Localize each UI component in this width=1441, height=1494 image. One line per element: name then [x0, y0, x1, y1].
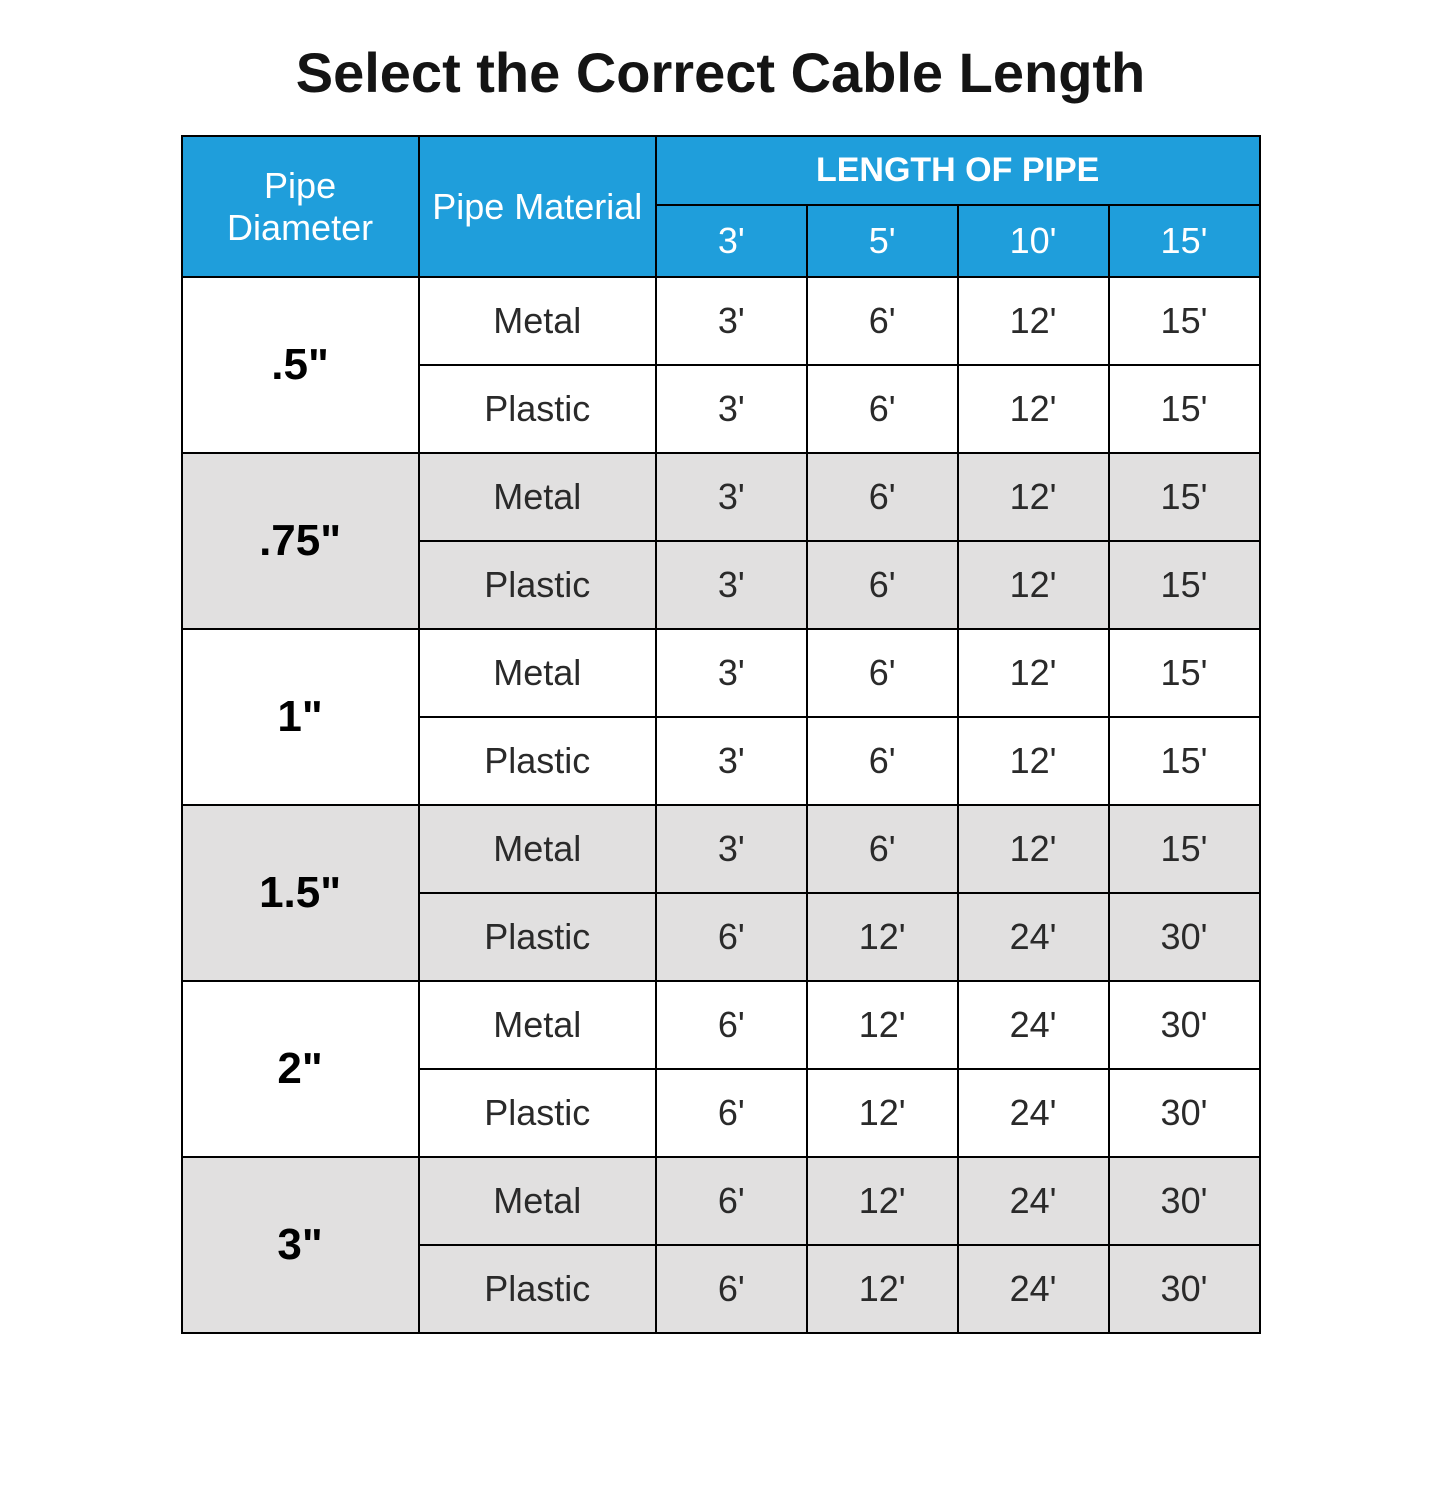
- value-cell: 30': [1109, 981, 1260, 1069]
- value-cell: 3': [656, 629, 807, 717]
- material-cell: Metal: [419, 981, 656, 1069]
- material-cell: Plastic: [419, 541, 656, 629]
- value-cell: 12': [958, 541, 1109, 629]
- value-cell: 3': [656, 541, 807, 629]
- value-cell: 6': [656, 1157, 807, 1245]
- value-cell: 12': [958, 629, 1109, 717]
- value-cell: 6': [807, 365, 958, 453]
- value-cell: 6': [807, 717, 958, 805]
- value-cell: 15': [1109, 453, 1260, 541]
- value-cell: 15': [1109, 365, 1260, 453]
- value-cell: 3': [656, 277, 807, 365]
- value-cell: 6': [656, 1069, 807, 1157]
- diameter-cell: 1.5": [182, 805, 419, 981]
- value-cell: 6': [807, 453, 958, 541]
- page-title: Select the Correct Cable Length: [296, 40, 1146, 105]
- value-cell: 6': [656, 1245, 807, 1333]
- value-cell: 6': [807, 805, 958, 893]
- cable-length-table: Pipe Diameter Pipe Material LENGTH OF PI…: [181, 135, 1261, 1334]
- diameter-cell: 3": [182, 1157, 419, 1333]
- value-cell: 6': [807, 541, 958, 629]
- value-cell: 3': [656, 365, 807, 453]
- material-cell: Metal: [419, 1157, 656, 1245]
- value-cell: 6': [807, 277, 958, 365]
- diameter-cell: .5": [182, 277, 419, 453]
- header-length-0: 3': [656, 205, 807, 277]
- value-cell: 3': [656, 805, 807, 893]
- value-cell: 3': [656, 453, 807, 541]
- material-cell: Plastic: [419, 717, 656, 805]
- value-cell: 24': [958, 1069, 1109, 1157]
- value-cell: 30': [1109, 893, 1260, 981]
- value-cell: 12': [958, 453, 1109, 541]
- value-cell: 3': [656, 717, 807, 805]
- value-cell: 15': [1109, 717, 1260, 805]
- material-cell: Metal: [419, 805, 656, 893]
- value-cell: 12': [807, 1157, 958, 1245]
- header-pipe-diameter: Pipe Diameter: [182, 136, 419, 277]
- diameter-cell: 2": [182, 981, 419, 1157]
- material-cell: Plastic: [419, 1245, 656, 1333]
- value-cell: 24': [958, 1157, 1109, 1245]
- value-cell: 15': [1109, 805, 1260, 893]
- material-cell: Metal: [419, 453, 656, 541]
- header-length-3: 15': [1109, 205, 1260, 277]
- material-cell: Plastic: [419, 365, 656, 453]
- header-pipe-material: Pipe Material: [419, 136, 656, 277]
- value-cell: 24': [958, 981, 1109, 1069]
- value-cell: 30': [1109, 1157, 1260, 1245]
- material-cell: Plastic: [419, 893, 656, 981]
- value-cell: 15': [1109, 629, 1260, 717]
- value-cell: 15': [1109, 277, 1260, 365]
- value-cell: 12': [958, 277, 1109, 365]
- material-cell: Metal: [419, 277, 656, 365]
- diameter-cell: .75": [182, 453, 419, 629]
- value-cell: 12': [958, 717, 1109, 805]
- value-cell: 6': [807, 629, 958, 717]
- value-cell: 15': [1109, 541, 1260, 629]
- value-cell: 6': [656, 981, 807, 1069]
- value-cell: 12': [958, 365, 1109, 453]
- value-cell: 6': [656, 893, 807, 981]
- value-cell: 24': [958, 1245, 1109, 1333]
- value-cell: 30': [1109, 1069, 1260, 1157]
- material-cell: Plastic: [419, 1069, 656, 1157]
- value-cell: 12': [807, 893, 958, 981]
- value-cell: 12': [807, 981, 958, 1069]
- material-cell: Metal: [419, 629, 656, 717]
- value-cell: 30': [1109, 1245, 1260, 1333]
- header-length-1: 5': [807, 205, 958, 277]
- header-length-of-pipe: LENGTH OF PIPE: [656, 136, 1260, 205]
- header-length-2: 10': [958, 205, 1109, 277]
- value-cell: 12': [807, 1069, 958, 1157]
- value-cell: 12': [807, 1245, 958, 1333]
- value-cell: 12': [958, 805, 1109, 893]
- value-cell: 24': [958, 893, 1109, 981]
- diameter-cell: 1": [182, 629, 419, 805]
